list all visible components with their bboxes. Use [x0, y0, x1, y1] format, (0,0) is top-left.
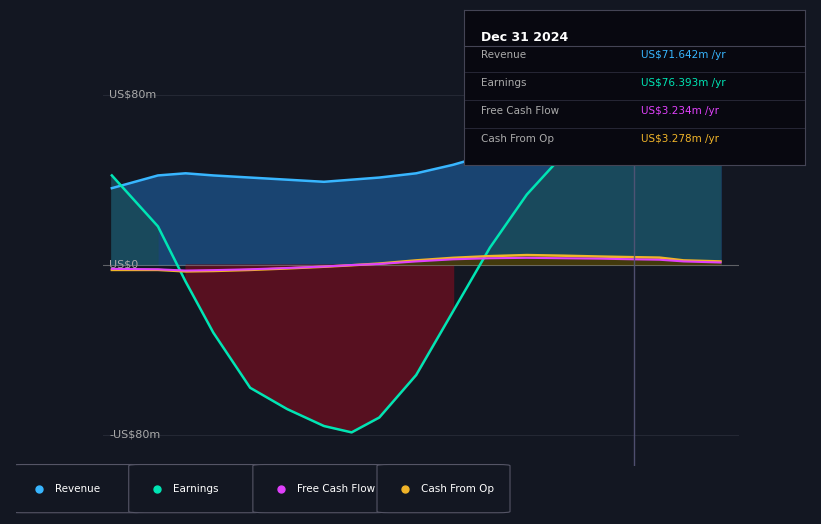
Text: Dec 31 2024: Dec 31 2024 [481, 30, 568, 43]
Text: Revenue: Revenue [55, 484, 100, 494]
Text: US$0: US$0 [109, 259, 138, 270]
Text: Earnings: Earnings [481, 78, 526, 88]
Text: Free Cash Flow: Free Cash Flow [297, 484, 375, 494]
FancyBboxPatch shape [253, 464, 386, 512]
Text: US$76.393m /yr: US$76.393m /yr [641, 78, 726, 88]
Text: Past: Past [659, 128, 683, 138]
Text: US$80m: US$80m [109, 90, 156, 100]
Text: -US$80m: -US$80m [109, 430, 160, 440]
Text: Revenue: Revenue [481, 50, 526, 60]
Text: US$3.234m /yr: US$3.234m /yr [641, 106, 719, 116]
Text: Cash From Op: Cash From Op [481, 134, 554, 144]
Text: US$3.278m /yr: US$3.278m /yr [641, 134, 719, 144]
Text: Earnings: Earnings [173, 484, 218, 494]
FancyBboxPatch shape [129, 464, 262, 512]
FancyBboxPatch shape [377, 464, 510, 512]
Text: Free Cash Flow: Free Cash Flow [481, 106, 559, 116]
FancyBboxPatch shape [11, 464, 144, 512]
Text: US$71.642m /yr: US$71.642m /yr [641, 50, 726, 60]
Text: Cash From Op: Cash From Op [421, 484, 494, 494]
